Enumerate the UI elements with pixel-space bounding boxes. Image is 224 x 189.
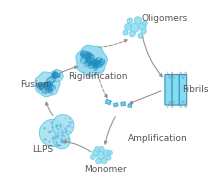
FancyBboxPatch shape [172, 74, 180, 105]
Text: LLPS: LLPS [32, 145, 53, 154]
Circle shape [95, 146, 100, 151]
Circle shape [97, 151, 105, 160]
Polygon shape [51, 69, 63, 82]
Text: Monomer: Monomer [84, 165, 127, 174]
Text: Amplification: Amplification [128, 134, 188, 143]
FancyBboxPatch shape [165, 74, 172, 105]
FancyBboxPatch shape [128, 104, 132, 108]
Circle shape [142, 21, 147, 26]
Text: Rigidification: Rigidification [68, 72, 127, 81]
Circle shape [127, 18, 133, 24]
Circle shape [138, 33, 143, 38]
Circle shape [96, 158, 101, 164]
Circle shape [139, 23, 146, 30]
Circle shape [134, 17, 142, 24]
FancyBboxPatch shape [179, 74, 187, 105]
Polygon shape [35, 72, 60, 97]
Polygon shape [52, 115, 74, 136]
Text: Oligomers: Oligomers [141, 14, 187, 23]
Circle shape [108, 150, 112, 155]
FancyBboxPatch shape [121, 102, 126, 106]
Polygon shape [39, 119, 66, 146]
Circle shape [129, 31, 135, 37]
Polygon shape [76, 45, 107, 77]
Circle shape [125, 24, 131, 30]
Circle shape [101, 158, 107, 164]
Circle shape [141, 29, 146, 34]
Circle shape [103, 150, 110, 157]
Circle shape [106, 155, 111, 160]
Text: Fibrils: Fibrils [182, 85, 209, 94]
Circle shape [99, 146, 104, 152]
Polygon shape [53, 132, 70, 149]
Circle shape [130, 23, 139, 33]
Circle shape [90, 155, 95, 159]
FancyBboxPatch shape [113, 103, 118, 107]
FancyBboxPatch shape [105, 99, 111, 105]
Circle shape [93, 150, 99, 156]
Text: Fusion: Fusion [20, 80, 49, 89]
Circle shape [123, 30, 128, 35]
